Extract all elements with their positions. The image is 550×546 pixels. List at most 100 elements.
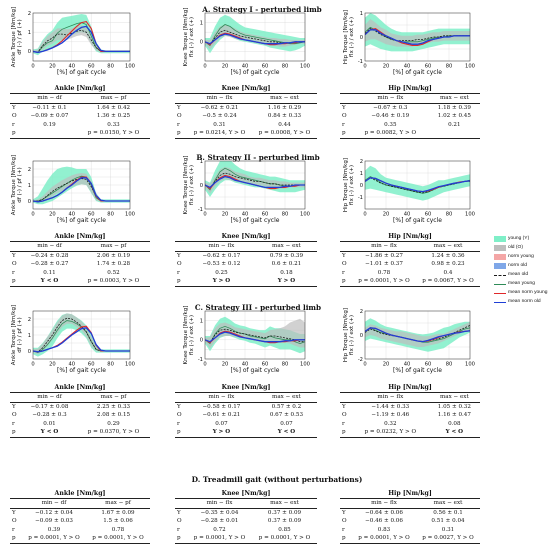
table-cell: p xyxy=(340,129,352,139)
table-row: r 0.32 0.08 xyxy=(340,420,480,429)
table-cell: O xyxy=(12,261,17,268)
table-column-header: max − ext xyxy=(252,498,317,509)
table-cell: p = 0.0370, Y > O xyxy=(77,428,150,438)
table-cell: r xyxy=(177,121,180,128)
table-cell: 0.07 xyxy=(215,420,228,427)
y-axis-sublabel: flx (-) / ext (+) xyxy=(349,315,355,355)
axes-frame xyxy=(364,310,471,360)
table-cell: p xyxy=(340,428,352,438)
y-tick-label: -2 xyxy=(358,357,363,363)
table-row: Y −0.24 ± 0.28 2.06 ± 0.19 xyxy=(10,251,150,260)
table-cell: r xyxy=(12,420,15,427)
y-tick-label: 1 xyxy=(28,30,31,36)
table-row: Y −0.62 ± 0.21 1.16 ± 0.29 xyxy=(175,103,317,112)
panel-title-A: A. Strategy I - perturbed limb xyxy=(201,5,321,14)
x-tick-label: 0 xyxy=(203,64,206,70)
series-mean-norm-old xyxy=(365,327,470,343)
table-cell: O xyxy=(12,518,17,525)
table-column-header: min − df xyxy=(22,498,86,509)
table-cell: p xyxy=(10,534,22,544)
table-cell: 1.64 ± 0.42 xyxy=(96,104,131,111)
table-cell: p = 0.0150, Y > O xyxy=(77,129,150,139)
table-cell: p = 0.0003, Y > O xyxy=(77,277,150,287)
table-column-header: min − flx xyxy=(352,241,416,252)
x-tick-label: 0 xyxy=(31,212,34,218)
y-axis-sublabel: flx (-) / ext (+) xyxy=(349,17,355,57)
table-row: O −0.28 ± 0.27 1.74 ± 0.28 xyxy=(10,260,150,269)
x-tick-label: 0 xyxy=(363,212,366,218)
x-tick-label: 40 xyxy=(242,212,249,218)
x-axis-label: [%] of gait cycle xyxy=(231,217,280,224)
table-cell: p = 0.0067, Y > O xyxy=(416,277,480,287)
table-cell: 0.78 xyxy=(111,526,125,533)
table-cell xyxy=(428,129,480,139)
x-tick-label: 100 xyxy=(125,212,135,218)
x-axis-label: [%] of gait cycle xyxy=(393,217,442,224)
axes-frame xyxy=(204,160,306,210)
stats-table: min − df max − pf Y −0.17 ± 0.08 2.25 ± 0.33… xyxy=(10,392,150,438)
y-axis-sublabel: df (-) / pf (+) xyxy=(17,19,23,54)
table-title: Hip [Nm/kg] xyxy=(388,490,432,497)
table-cell: O xyxy=(342,113,347,120)
table-cell: 0.21 xyxy=(448,121,461,128)
x-tick-label: 100 xyxy=(465,362,475,368)
legend: young (Y) old (O) norm young norm old mean o… xyxy=(494,236,550,308)
plot-data xyxy=(205,161,305,197)
legend-item: norm old xyxy=(494,263,550,272)
table-cell: p xyxy=(10,129,22,139)
series-mean-norm-old xyxy=(205,331,305,343)
table-row: Y −0.17 ± 0.08 2.25 ± 0.33 xyxy=(10,402,150,411)
series-mean-old xyxy=(205,29,305,46)
plot-C-knee xyxy=(204,310,306,360)
x-tick-label: 20 xyxy=(383,362,390,368)
legend-swatch xyxy=(494,236,506,242)
table-row: Y −1.86 ± 0.27 1.24 ± 0.36 xyxy=(340,251,480,260)
plot-data xyxy=(33,313,130,357)
table-cell: O xyxy=(12,113,17,120)
y-axis-sublabel: flx (-) / ext (+) xyxy=(349,165,355,205)
table-cell: 1.02 ± 0.45 xyxy=(437,113,471,120)
x-tick-label: 100 xyxy=(300,212,310,218)
table-cell: −1.19 ± 0.46 xyxy=(371,412,410,419)
series-mean-old xyxy=(33,178,130,202)
y-tick-label: 0 xyxy=(200,40,203,46)
x-tick-label: 60 xyxy=(262,362,269,368)
series-mean-norm-old xyxy=(33,177,130,203)
table-row: r 0.35 0.21 xyxy=(340,121,480,130)
y-tick-label: 0 xyxy=(28,199,31,205)
legend-item: mean norm young xyxy=(494,290,550,299)
table-cell: −0.67 ± 0.3 xyxy=(373,104,408,111)
table-cell: Y > O xyxy=(187,428,256,438)
table-column-header: min − flx xyxy=(352,498,416,509)
y-axis-label: Hip Torque [Nm/kg] xyxy=(343,158,349,212)
y-tick-label: 1 xyxy=(28,333,31,339)
legend-item: old (O) xyxy=(494,245,550,254)
y-axis-label: Knee Torque [Nm/kg] xyxy=(183,156,189,215)
table-cell: −1.86 ± 0.27 xyxy=(365,252,403,259)
x-tick-label: 100 xyxy=(465,64,475,70)
band-old xyxy=(205,318,305,349)
table-cell: O xyxy=(177,518,182,525)
table-cell: 2.25 ± 0.33 xyxy=(96,403,131,410)
table-cell: 0.37 ± 0.09 xyxy=(267,509,302,516)
stats-table-B-2: Hip [Nm/kg] min − flx max − ext Y −1.86 ± 0.… xyxy=(340,232,480,287)
legend-swatch xyxy=(494,284,506,285)
table-column-header: max − ext xyxy=(255,241,317,252)
table-cell: Y xyxy=(12,509,16,516)
table-column-header xyxy=(10,498,22,509)
stats-table-D-1: Knee [Nm/kg] min − flx max − ext Y −0.35 ± 0… xyxy=(175,489,317,544)
stats-table-C-2: Hip [Nm/kg] min − flx max − ext Y −1.44 ± 0.… xyxy=(340,383,480,438)
series-mean-norm-old xyxy=(365,177,470,193)
table-column-header: max − ext xyxy=(252,93,317,104)
legend-label: mean young xyxy=(508,281,535,286)
x-tick-label: 40 xyxy=(68,64,75,70)
x-tick-label: 80 xyxy=(107,362,114,368)
table-cell: 2.08 ± 0.15 xyxy=(96,412,131,419)
stats-table-A-2: Hip [Nm/kg] min − flx max − ext Y −0.67 ± 0.… xyxy=(340,84,480,139)
legend-label: mean norm young xyxy=(508,290,548,295)
series-mean-old xyxy=(205,328,305,344)
